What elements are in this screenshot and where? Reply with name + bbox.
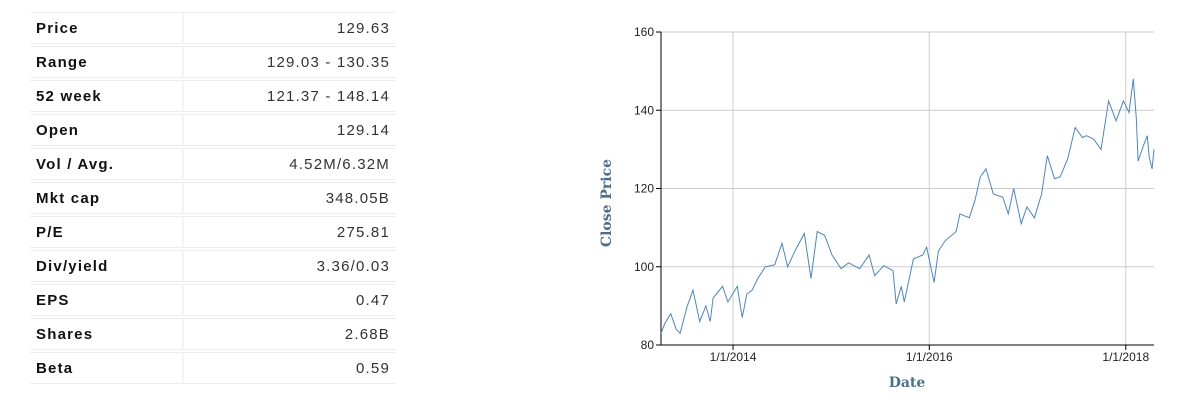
stat-label: Price: [30, 12, 184, 44]
stat-value: 4.52M/6.32M: [184, 148, 396, 180]
stat-row: Price 129.63: [30, 12, 396, 44]
stat-row: EPS 0.47: [30, 284, 396, 316]
stat-label: Vol / Avg.: [30, 148, 184, 180]
stat-label: Open: [30, 114, 184, 146]
x-tick-label: 1/1/2014: [710, 350, 757, 364]
stat-value: 121.37 - 148.14: [184, 80, 396, 112]
stat-row: Range 129.03 - 130.35: [30, 46, 396, 78]
x-axis-ticks: 1/1/2014 1/1/2016 1/1/2018: [710, 345, 1149, 364]
stat-label: Range: [30, 46, 184, 78]
y-axis-label: Close Price: [599, 159, 615, 247]
stock-stats-table: Price 129.63 Range 129.03 - 130.35 52 week 12…: [30, 10, 396, 386]
grid: [661, 31, 1154, 346]
stat-row: Div/yield 3.36/0.03: [30, 250, 396, 282]
stat-value: 129.63: [184, 12, 396, 44]
y-axis-ticks: 80 100 120 140 160: [634, 25, 661, 352]
stat-value: 348.05B: [184, 182, 396, 214]
stat-row: Vol / Avg. 4.52M/6.32M: [30, 148, 396, 180]
stat-label: Shares: [30, 318, 184, 350]
stat-label: Beta: [30, 352, 184, 384]
stat-row: P/E 275.81: [30, 216, 396, 248]
y-tick-label: 160: [634, 25, 654, 39]
stat-value: 0.59: [184, 352, 396, 384]
y-tick-label: 80: [641, 338, 655, 352]
stat-label: Div/yield: [30, 250, 184, 282]
stat-row: Shares 2.68B: [30, 318, 396, 350]
stat-label: P/E: [30, 216, 184, 248]
stat-value: 129.03 - 130.35: [184, 46, 396, 78]
stat-value: 2.68B: [184, 318, 396, 350]
x-tick-label: 1/1/2018: [1102, 350, 1149, 364]
x-axis-label: Date: [889, 375, 926, 391]
stat-value: 3.36/0.03: [184, 250, 396, 282]
stat-row: Mkt cap 348.05B: [30, 182, 396, 214]
x-tick-label: 1/1/2016: [906, 350, 953, 364]
close-price-line: [660, 78, 1155, 335]
stat-label: Mkt cap: [30, 182, 184, 214]
y-tick-label: 100: [634, 260, 654, 274]
stat-value: 0.47: [184, 284, 396, 316]
stat-label: EPS: [30, 284, 184, 316]
y-tick-label: 120: [634, 182, 654, 196]
stat-row: Beta 0.59: [30, 352, 396, 384]
stat-value: 129.14: [184, 114, 396, 146]
stat-row: Open 129.14: [30, 114, 396, 146]
stat-row: 52 week 121.37 - 148.14: [30, 80, 396, 112]
stat-value: 275.81: [184, 216, 396, 248]
y-tick-label: 140: [634, 103, 654, 117]
stat-label: 52 week: [30, 80, 184, 112]
